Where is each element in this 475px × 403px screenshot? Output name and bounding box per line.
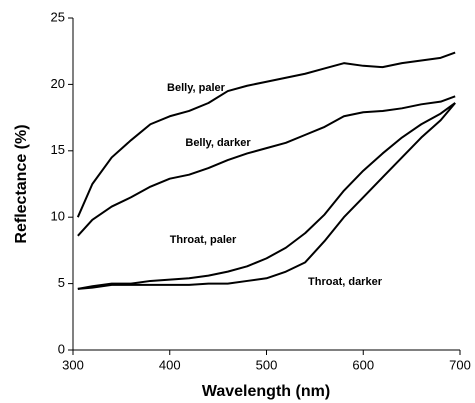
series-label: Belly, paler [167,82,226,94]
series-label: Belly, darker [185,137,251,149]
y-tick-label: 0 [58,341,65,356]
y-tick-label: 15 [51,142,65,157]
y-axis-title: Reflectance (%) [13,124,30,243]
x-tick-label: 400 [159,357,181,372]
series-line [77,95,456,237]
x-tick-label: 500 [256,357,278,372]
x-tick-label: 700 [449,357,471,372]
series-label: Throat, darker [308,276,383,288]
y-tick-label: 25 [51,9,65,24]
series-line [76,51,456,218]
series-line [77,102,456,290]
y-tick-label: 5 [58,275,65,290]
x-tick-label: 600 [352,357,374,372]
x-tick-label: 300 [62,357,84,372]
series-label: Throat, paler [170,234,237,246]
series-line [77,102,456,290]
y-tick-label: 20 [51,76,65,91]
x-axis-title: Wavelength (nm) [202,383,330,400]
y-tick-label: 10 [51,209,65,224]
